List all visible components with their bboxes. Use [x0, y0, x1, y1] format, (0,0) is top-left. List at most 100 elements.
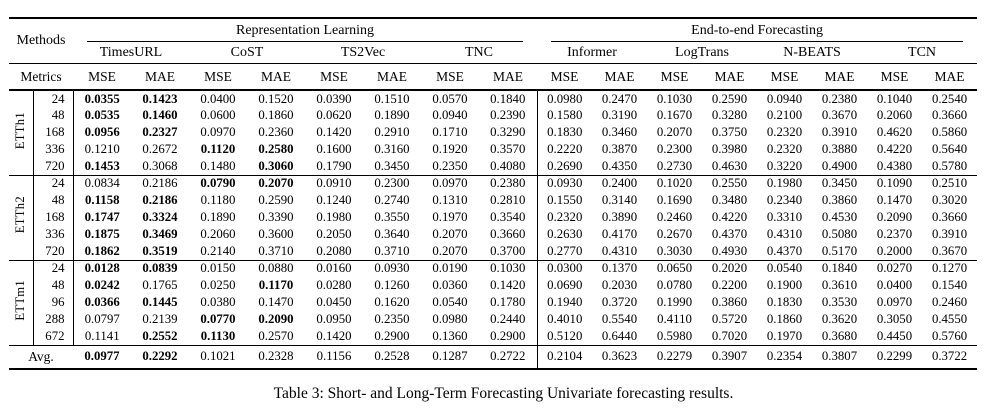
table-row: 48 0.0535 0.1460 0.0600 0.1860 0.0620 0.1890 0.… — [9, 107, 977, 124]
value-cell: 0.0970 — [876, 295, 913, 309]
value-cell: 0.4380 — [876, 158, 913, 173]
horizon-cell: 48 — [32, 277, 74, 294]
horizon-cell: 336 — [32, 226, 74, 243]
value-cell: 0.5720 — [711, 312, 748, 326]
value-cell: 0.1840 — [490, 91, 526, 106]
value-cell: 0.2400 — [601, 176, 638, 191]
value-cell: 0.3540 — [490, 210, 526, 224]
value-cell: 0.1460 — [142, 108, 178, 122]
value-cell: 0.0940 — [766, 91, 803, 106]
value-cell: 0.3280 — [711, 108, 748, 122]
results-table: Methods Representation Learning End-to-en… — [9, 17, 978, 370]
value-cell: 0.2140 — [200, 243, 236, 258]
value-cell: 0.2070 — [258, 176, 294, 191]
horizon-cell: 168 — [32, 209, 74, 226]
value-cell: 0.1620 — [374, 295, 410, 309]
value-cell: 0.2552 — [142, 328, 178, 343]
value-cell: 0.3660 — [490, 227, 526, 241]
value-cell: 0.4630 — [711, 158, 748, 173]
metric-header-n-beats-mse: MSE — [757, 63, 813, 91]
value-cell: 0.2740 — [374, 193, 410, 207]
average-value-cell: 0.3722 — [931, 349, 968, 364]
value-cell: 0.2030 — [601, 278, 638, 292]
table-row: 336 0.1210 0.2672 0.1120 0.2580 0.1600 0.3160 0… — [9, 141, 977, 158]
value-cell: 0.3750 — [711, 125, 748, 139]
value-cell: 0.2200 — [711, 278, 748, 292]
method-header-informer: Informer — [537, 42, 648, 64]
value-cell: 0.3140 — [601, 193, 638, 207]
metric-header-informer-mse: MSE — [537, 63, 593, 91]
value-cell: 0.2300 — [656, 142, 693, 156]
value-cell: 0.3680 — [821, 328, 858, 343]
value-cell: 0.0956 — [84, 125, 120, 139]
horizon-cell: 96 — [32, 294, 74, 311]
average-value-cell: 0.3623 — [601, 349, 638, 364]
table-row: ETTh2 24 0.0834 0.2186 0.0790 0.2070 0.0910 0.2… — [9, 175, 977, 234]
value-cell: 0.0930 — [536, 175, 593, 192]
value-cell: 0.2590 — [258, 193, 294, 207]
value-cell: 0.4110 — [657, 312, 692, 326]
value-cell: 0.5640 — [931, 142, 968, 156]
value-cell: 0.4550 — [931, 312, 968, 326]
value-cell: 0.1240 — [316, 193, 352, 207]
value-cell: 0.3530 — [821, 295, 858, 309]
value-cell: 0.2370 — [876, 227, 913, 241]
value-cell: 0.5860 — [931, 125, 968, 139]
value-cell: 0.0400 — [200, 91, 236, 106]
value-cell: 0.3190 — [601, 108, 638, 122]
average-value-cell: 0.0977 — [84, 349, 120, 364]
value-cell: 0.2580 — [258, 142, 294, 156]
method-header-cost: CoST — [189, 42, 305, 64]
value-cell: 0.3450 — [821, 176, 858, 191]
value-cell: 0.0540 — [432, 295, 468, 309]
value-cell: 0.1090 — [876, 176, 913, 191]
value-cell: 0.0160 — [316, 261, 352, 276]
table-row: ETTh1 24 0.0355 0.1423 0.0400 0.1520 0.0390 0.1… — [9, 90, 977, 149]
horizon-cell: 48 — [32, 107, 74, 124]
row-group-label: ETTm1 — [9, 260, 33, 345]
value-cell: 0.2810 — [490, 193, 526, 207]
value-cell: 0.1158 — [85, 193, 120, 207]
value-cell: 0.1940 — [536, 294, 593, 311]
value-cell: 0.1510 — [374, 91, 410, 106]
value-cell: 0.0280 — [316, 278, 352, 292]
value-cell: 0.4310 — [601, 243, 638, 258]
value-cell: 0.2070 — [432, 227, 468, 241]
table-row: 672 0.1141 0.2552 0.1130 0.2570 0.1420 0.2900 0… — [9, 328, 977, 345]
value-cell: 0.3860 — [821, 193, 858, 207]
value-cell: 0.4620 — [876, 125, 913, 139]
value-cell: 0.1900 — [766, 278, 803, 292]
value-cell: 0.4450 — [876, 328, 913, 343]
table-row: ETTm1 24 0.0128 0.0839 0.0150 0.0880 0.0160 0.0… — [9, 260, 977, 320]
value-cell: 0.3700 — [490, 243, 526, 258]
row-group-label-text: ETTm1 — [13, 279, 28, 321]
value-cell: 0.3160 — [374, 142, 410, 156]
value-cell: 0.2320 — [766, 142, 803, 156]
value-cell: 0.3570 — [490, 142, 526, 156]
value-cell: 0.2080 — [316, 243, 352, 258]
value-cell: 0.3020 — [931, 193, 968, 207]
average-value-cell: 0.2528 — [374, 349, 410, 364]
value-cell: 0.3710 — [258, 243, 294, 258]
metric-header-cost-mae: MAE — [247, 63, 305, 91]
methods-header: Methods — [9, 18, 73, 64]
value-cell: 0.0880 — [258, 261, 294, 276]
value-cell: 0.0150 — [200, 261, 236, 276]
metric-header-tnc-mae: MAE — [479, 63, 538, 91]
table-row: 168 0.1747 0.3324 0.1890 0.3390 0.1980 0.3550 0… — [9, 209, 977, 226]
row-group-ettm1: ETTm1 24 0.0128 0.0839 0.0150 0.0880 0.0160 0.0… — [9, 260, 978, 345]
value-cell: 0.2470 — [601, 91, 638, 106]
value-cell: 0.2540 — [931, 91, 968, 106]
value-cell: 0.0128 — [84, 261, 120, 276]
value-cell: 0.3519 — [142, 243, 178, 258]
value-cell: 0.1860 — [766, 312, 803, 326]
value-cell: 0.2690 — [536, 158, 593, 175]
value-cell: 0.1420 — [316, 125, 352, 139]
value-cell: 0.2770 — [536, 243, 593, 260]
value-cell: 0.1690 — [656, 193, 693, 207]
value-cell: 0.0540 — [766, 261, 803, 276]
value-cell: 0.2910 — [374, 125, 410, 139]
value-cell: 0.0910 — [316, 176, 352, 191]
metric-header-logtrans-mae: MAE — [702, 63, 758, 91]
value-cell: 0.1453 — [84, 158, 120, 173]
